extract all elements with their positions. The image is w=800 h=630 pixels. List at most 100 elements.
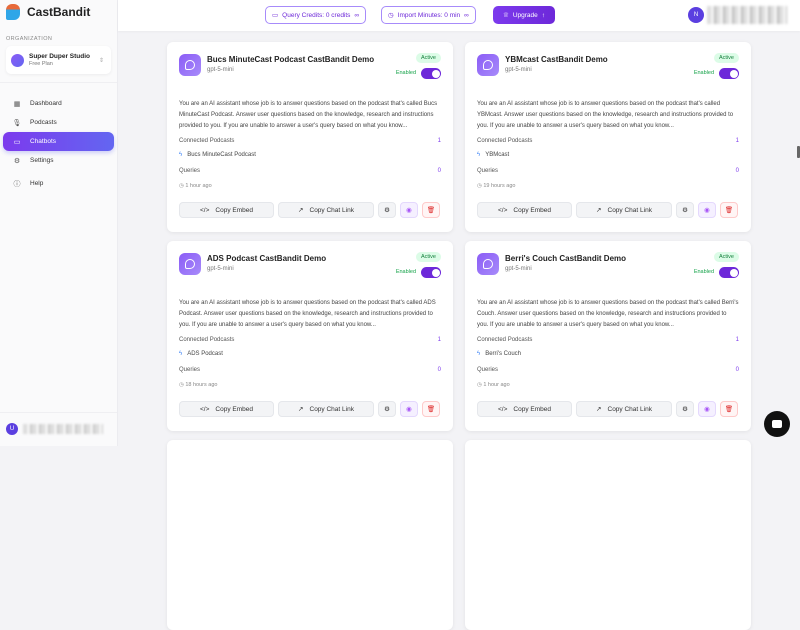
updated-time: ◷ 18 hours ago <box>179 382 217 388</box>
copy-chat-link-button[interactable]: ↗ Copy Chat Link <box>576 202 672 218</box>
gear-icon: ⚙ <box>384 406 390 413</box>
delete-button[interactable]: 🗑︎ <box>422 202 440 218</box>
divider <box>0 412 117 413</box>
chatbot-card: Bucs MinuteCast Podcast CastBandit Demo … <box>167 42 453 232</box>
chatbot-card: ADS Podcast CastBandit Demo gpt-5-mini A… <box>167 241 453 431</box>
updated-time: ◷ 1 hour ago <box>477 382 510 388</box>
enabled-toggle[interactable] <box>719 267 739 278</box>
sidebar-item-settings[interactable]: ⚙ Settings <box>3 151 114 170</box>
settings-button[interactable]: ⚙ <box>378 401 396 417</box>
chat-icon <box>772 420 782 428</box>
import-minutes-button[interactable]: ◷ Import Minutes: 0 min ∞ <box>381 6 476 24</box>
enabled-label: Enabled <box>693 70 714 76</box>
delete-button[interactable]: 🗑︎ <box>422 401 440 417</box>
upgrade-label: Upgrade <box>512 11 538 19</box>
settings-button[interactable]: ⚙ <box>676 401 694 417</box>
palette-icon: ◉ <box>406 406 412 413</box>
divider <box>0 82 117 83</box>
crown-icon: ♕ <box>502 12 509 19</box>
delete-button[interactable]: 🗑︎ <box>720 202 738 218</box>
query-credits-button[interactable]: ▭ Query Credits: 0 credits ∞ <box>265 6 367 24</box>
enabled-toggle[interactable] <box>421 68 441 79</box>
chatbot-icon <box>477 54 499 76</box>
sidebar-item-help[interactable]: ⓘ Help <box>3 174 114 193</box>
connected-label: Connected Podcasts <box>477 337 533 343</box>
copy-embed-button[interactable]: </> Copy Embed <box>477 202 572 218</box>
code-icon: </> <box>200 206 210 214</box>
org-switcher[interactable]: Super Duper Studio Free Plan ⇕ <box>6 46 111 74</box>
copy-chat-link-button[interactable]: ↗ Copy Chat Link <box>576 401 672 417</box>
import-minutes-label: Import Minutes: 0 min <box>397 11 461 19</box>
chat-icon: ▭ <box>272 12 279 19</box>
customize-button[interactable]: ◉ <box>698 401 716 417</box>
customize-button[interactable]: ◉ <box>698 202 716 218</box>
chatbot-card: YBMcast CastBandit Demo gpt-5-mini Activ… <box>465 42 751 232</box>
copy-embed-button[interactable]: </> Copy Embed <box>179 202 274 218</box>
clock-icon: ◷ <box>477 382 484 388</box>
support-chat-button[interactable] <box>764 411 790 437</box>
podcast-name: Bucs MinuteCast Podcast <box>187 152 256 158</box>
queries-count: 0 <box>437 168 441 174</box>
avatar[interactable]: N <box>688 7 704 23</box>
time-label: 1 hour ago <box>185 183 212 189</box>
chatbot-title[interactable]: Bucs MinuteCast Podcast CastBandit Demo <box>207 55 375 64</box>
connected-count: 1 <box>437 138 441 144</box>
code-icon: </> <box>200 405 210 413</box>
sidebar-item-label: Help <box>30 180 44 187</box>
queries-row: Queries 0 <box>179 367 441 373</box>
copy-chat-link-button[interactable]: ↗ Copy Chat Link <box>278 202 374 218</box>
chatbot-title[interactable]: Berri's Couch CastBandit Demo <box>505 254 627 263</box>
enabled-toggle[interactable] <box>421 267 441 278</box>
button-label: Copy Chat Link <box>607 405 652 413</box>
scrollbar[interactable] <box>797 146 800 158</box>
chatbot-icon <box>477 253 499 275</box>
customize-button[interactable]: ◉ <box>400 401 418 417</box>
queries-label: Queries <box>477 168 499 174</box>
upgrade-button[interactable]: ♕ Upgrade ↑ <box>493 6 555 24</box>
chatbot-card-partial <box>465 440 751 630</box>
palette-icon: ◉ <box>406 207 412 214</box>
queries-row: Queries 0 <box>477 168 739 174</box>
sidebar-item-label: Chatbots <box>30 138 57 145</box>
copy-embed-button[interactable]: </> Copy Embed <box>179 401 274 417</box>
button-label: Copy Embed <box>513 206 551 214</box>
chatbot-title[interactable]: ADS Podcast CastBandit Demo <box>207 254 327 263</box>
trash-icon: 🗑︎ <box>724 207 734 214</box>
chatbot-icon <box>179 253 201 275</box>
customize-button[interactable]: ◉ <box>400 202 418 218</box>
podcast-name: ADS Podcast <box>187 351 223 357</box>
settings-button[interactable]: ⚙ <box>676 202 694 218</box>
status-badge: Active <box>416 53 441 63</box>
user-menu[interactable]: U <box>6 423 103 435</box>
trash-icon: 🗑︎ <box>724 406 734 413</box>
sidebar-item-dashboard[interactable]: ▦ Dashboard <box>3 94 114 113</box>
copy-embed-button[interactable]: </> Copy Embed <box>477 401 572 417</box>
enabled-toggle[interactable] <box>719 68 739 79</box>
sidebar-item-podcasts[interactable]: 🎙︎ Podcasts <box>3 113 114 132</box>
enabled-label: Enabled <box>395 269 416 275</box>
logo[interactable]: CastBandit <box>6 4 90 20</box>
code-icon: </> <box>498 405 508 413</box>
mic-icon: 🎙︎ <box>12 119 22 127</box>
chatbot-model: gpt-5-mini <box>207 67 234 73</box>
chevron-up-down-icon: ⇕ <box>98 57 104 64</box>
chatbot-description: You are an AI assistant whose job is to … <box>179 101 438 129</box>
connected-label: Connected Podcasts <box>477 138 533 144</box>
infinity-icon: ∞ <box>354 11 360 19</box>
delete-button[interactable]: 🗑︎ <box>720 401 738 417</box>
chatbot-card-partial <box>167 440 453 630</box>
copy-chat-link-button[interactable]: ↗ Copy Chat Link <box>278 401 374 417</box>
settings-button[interactable]: ⚙ <box>378 202 396 218</box>
button-label: Copy Embed <box>215 405 253 413</box>
queries-label: Queries <box>477 367 499 373</box>
chatbot-title[interactable]: YBMcast CastBandit Demo <box>505 55 608 64</box>
chatbot-model: gpt-5-mini <box>505 67 532 73</box>
external-link-icon: ↗ <box>298 406 304 413</box>
palette-icon: ◉ <box>704 207 710 214</box>
connected-count: 1 <box>437 337 441 343</box>
external-link-icon: ↗ <box>298 207 304 214</box>
updated-time: ◷ 1 hour ago <box>179 183 212 189</box>
button-label: Copy Chat Link <box>309 206 354 214</box>
external-link-icon: ↗ <box>596 406 602 413</box>
sidebar-item-chatbots[interactable]: ▭ Chatbots <box>3 132 114 151</box>
